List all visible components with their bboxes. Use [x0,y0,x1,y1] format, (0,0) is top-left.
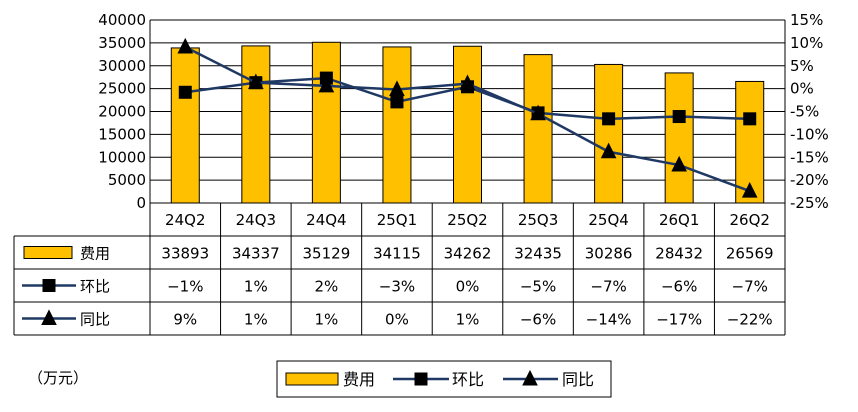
bar [170,47,200,204]
table-cell: 33893 [161,245,209,263]
table-cell: −14% [586,311,632,329]
legend: 费用 环比 同比 [276,360,612,398]
table-cell: −7% [590,278,626,296]
table-cell: 1% [314,311,338,329]
yoy-point [389,80,405,97]
right-tick-label: -5% [790,103,819,121]
table-cell: −22% [727,311,773,329]
unit-label: （万元） [28,369,88,387]
table-cell: 1% [456,311,480,329]
row-key-marker [42,279,56,292]
bar [594,63,624,204]
yoy-point [600,142,617,159]
yoy-point [177,37,194,54]
table-cell: 2% [314,278,338,296]
legend-label: 环比 [452,370,484,389]
table-cell: 30286 [585,245,633,263]
left-tick-label: 0 [136,194,146,212]
category-label: 24Q3 [236,211,276,229]
table-cell: 34337 [232,245,280,263]
table-cell: −1% [167,278,203,296]
row-key-marker [41,309,57,325]
bar-series [170,41,765,204]
category-label: 26Q1 [659,211,699,229]
category-label: 24Q4 [306,211,346,229]
table-cell: −17% [656,311,702,329]
yoy-point [248,73,264,90]
line-series [177,37,758,198]
bar [664,72,694,204]
table-cell: 9% [173,311,197,329]
row-key-bar [23,246,73,259]
yoy-point [459,74,476,91]
left-tick-label: 10000 [98,148,146,166]
category-label: 25Q1 [377,211,417,229]
table-cell: 1% [244,311,268,329]
bar [523,54,553,204]
bar [382,46,412,204]
right-tick-label: 15% [790,11,823,29]
left-tick-label: 35000 [98,34,146,52]
right-tick-label: -20% [790,171,829,189]
table-cell: −7% [732,278,768,296]
left-tick-label: 5000 [108,171,146,189]
bar [453,45,482,204]
right-tick-label: 0% [790,80,814,98]
table-cell: 34262 [444,245,492,263]
category-label: 25Q3 [518,211,558,229]
left-tick-label: 40000 [98,11,146,29]
table-cell: −6% [520,311,556,329]
table-cell: 35129 [303,245,351,263]
table-cell: 1% [244,278,268,296]
table-cell: 0% [385,311,409,329]
left-tick-label: 15000 [98,125,146,143]
legend-label: 同比 [562,370,594,389]
right-tick-label: -15% [790,148,829,166]
category-label: 24Q2 [165,211,205,229]
row-label: 费用 [80,245,110,263]
legend-label: 费用 [343,370,375,389]
right-axis-ticks: -25% -20% -15% -10% -5% 0% 5% 10% 15% [790,11,829,212]
legend-key-bar [285,372,339,386]
table-cell: 26569 [726,245,774,263]
table-cell: 34115 [373,245,421,263]
legend-key-marker [414,372,428,386]
left-tick-label: 20000 [98,103,146,121]
yoy-point [530,104,546,121]
mom-point [672,110,686,124]
mom-point [178,85,192,99]
category-label: 26Q2 [730,211,770,229]
table-cell: 28432 [655,245,703,263]
data-table: 24Q2 24Q3 24Q4 25Q1 25Q2 25Q3 25Q4 26Q1 26Q2 费用 33… [13,202,786,336]
category-label: 25Q4 [588,211,628,229]
bar [241,45,271,204]
left-axis-ticks: 0 5000 10000 15000 20000 25000 30000 35000 40000 [98,11,146,212]
mom-point [743,112,757,126]
mom-point [602,112,616,126]
right-tick-label: 5% [790,57,814,75]
legend-key-marker [522,369,538,386]
right-tick-label: -10% [790,125,829,143]
table-cell: 0% [456,278,480,296]
category-label: 25Q2 [447,211,487,229]
yoy-point [318,76,335,93]
mom-point [390,95,404,109]
left-tick-label: 25000 [98,80,146,98]
right-tick-label: -25% [790,194,829,212]
table-cell: −5% [520,278,556,296]
yoy-point [741,181,758,198]
left-tick-label: 30000 [98,57,146,75]
table-cell: −3% [379,278,415,296]
yoy-point [671,155,687,172]
bar [311,41,341,204]
table-cell: 32435 [514,245,562,263]
table-cell: −6% [661,278,697,296]
right-tick-label: 10% [790,34,823,52]
row-label: 环比 [80,278,110,296]
row-label: 同比 [80,311,110,329]
